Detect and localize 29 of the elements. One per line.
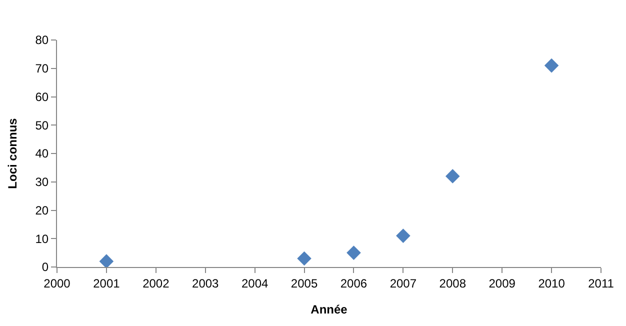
point bbox=[396, 228, 410, 243]
x-tick-label: 2007 bbox=[390, 276, 417, 290]
point bbox=[99, 254, 114, 267]
point bbox=[297, 251, 312, 266]
x-tick-label: 2010 bbox=[538, 276, 566, 290]
x-tick-label: 2008 bbox=[439, 276, 466, 290]
y-tick-label: 80 bbox=[35, 33, 49, 48]
x-tick-label: 2006 bbox=[340, 276, 368, 290]
x-tick-label: 2000 bbox=[44, 276, 71, 290]
x-tick-label: 2011 bbox=[588, 276, 614, 290]
y-tick-label: 60 bbox=[35, 90, 49, 104]
point bbox=[544, 58, 559, 73]
x-tick-label: 2003 bbox=[192, 276, 220, 290]
y-axis-title: Loci connus bbox=[6, 118, 20, 189]
x-tick-label: 2004 bbox=[241, 276, 268, 290]
x-tick-label: 2009 bbox=[488, 276, 516, 290]
y-tick-label: 30 bbox=[35, 175, 49, 190]
x-tick-label: 2005 bbox=[290, 276, 318, 290]
y-tick-label: 20 bbox=[35, 203, 49, 218]
point bbox=[445, 169, 460, 184]
y-tick-label: 0 bbox=[42, 260, 49, 274]
point bbox=[346, 246, 361, 260]
y-tick-label: 70 bbox=[35, 62, 49, 76]
y-tick-label: 40 bbox=[35, 146, 49, 161]
x-tick-label: 2001 bbox=[93, 276, 120, 290]
x-tick-label: 2002 bbox=[142, 276, 170, 290]
y-tick-label: 10 bbox=[35, 232, 49, 246]
y-tick-label: 50 bbox=[35, 118, 49, 132]
x-axis-title: Année bbox=[310, 302, 348, 316]
